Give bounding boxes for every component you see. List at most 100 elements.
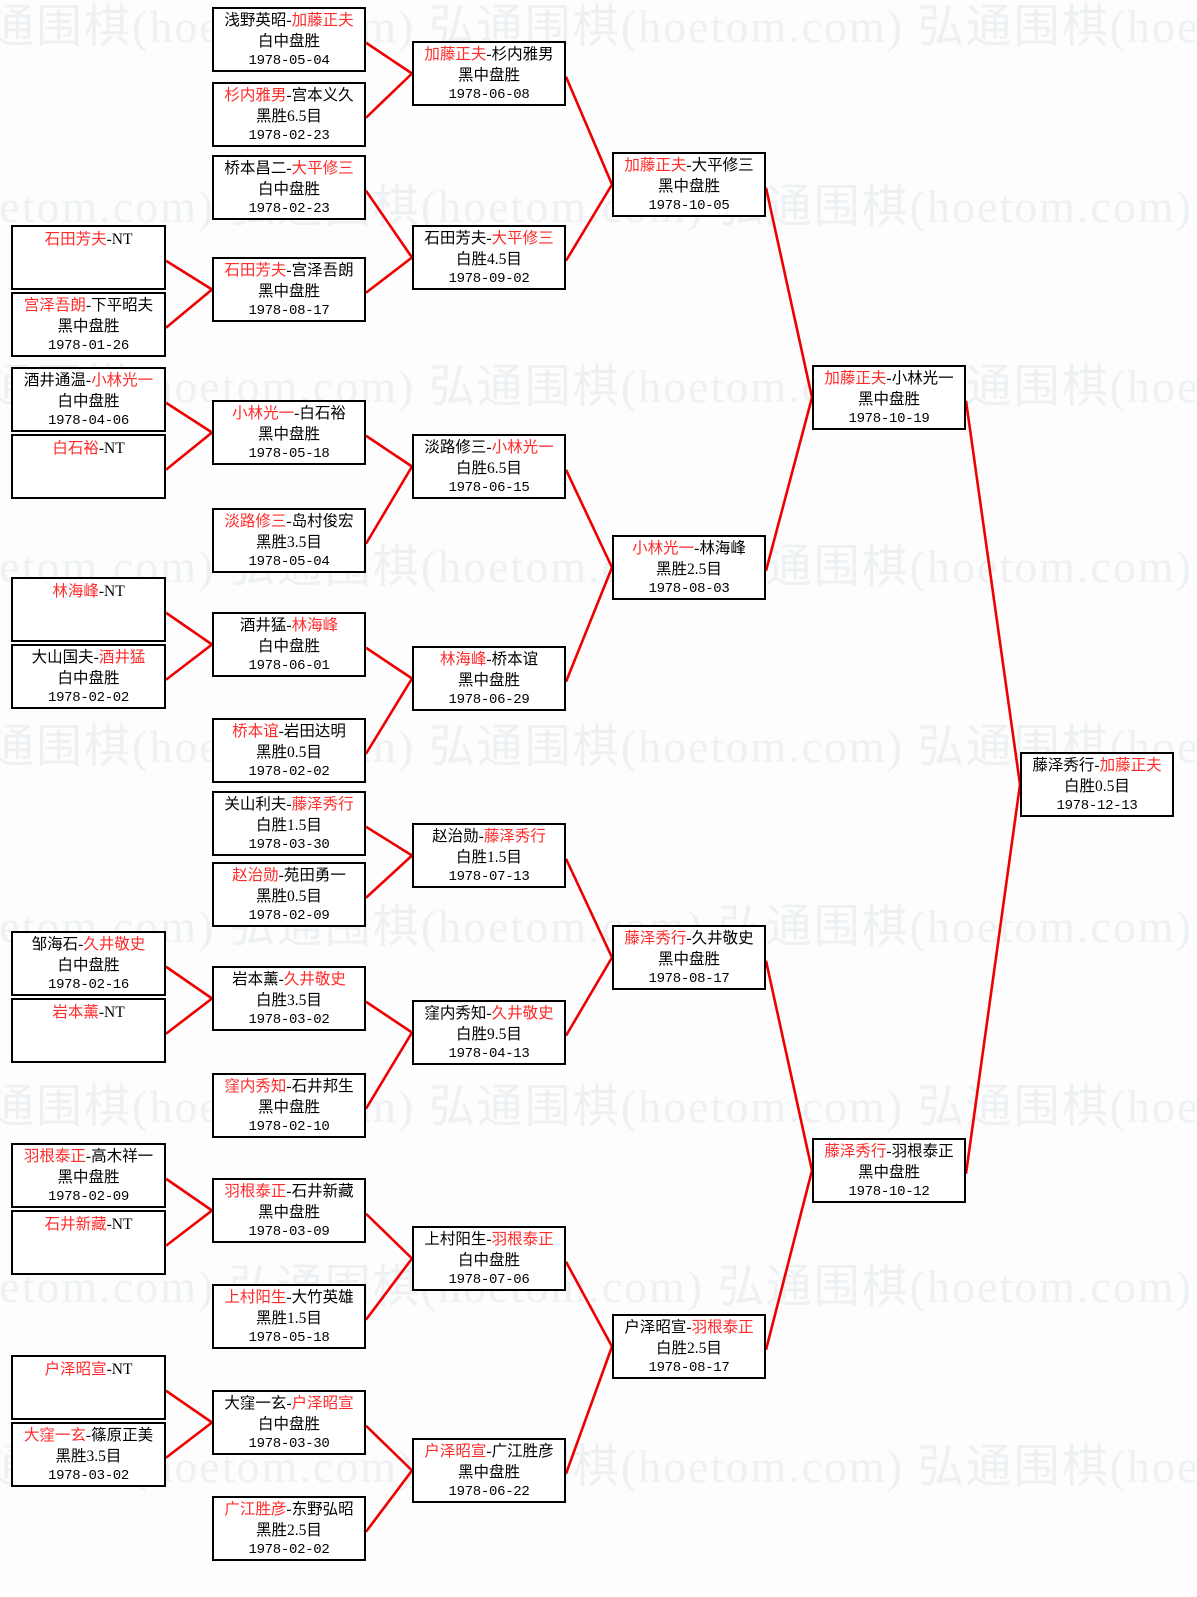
match-box[interactable]: 羽根泰正-高木祥一 黑中盘胜 1978-02-09 bbox=[11, 1143, 166, 1208]
match-box[interactable]: 杉内雅男-宫本义久 黑胜6.5目 1978-02-23 bbox=[212, 82, 366, 147]
match-result: 黑中盘胜 bbox=[457, 671, 520, 689]
match-box[interactable]: 酒井通温-小林光一 白中盘胜 1978-04-06 bbox=[11, 367, 166, 432]
match-box[interactable]: 林海峰-桥本谊 黑中盘胜 1978-06-29 bbox=[412, 646, 566, 711]
player-two: 藤泽秀行 bbox=[483, 828, 546, 845]
match-box[interactable]: 加藤正夫-大平修三 黑中盘胜 1978-10-05 bbox=[612, 152, 766, 217]
player-separator: - bbox=[98, 1004, 104, 1021]
match-players: 羽根泰正-高木祥一 bbox=[13, 1147, 164, 1168]
match-box[interactable]: 藤泽秀行-羽根泰正 黑中盘胜 1978-10-12 bbox=[812, 1138, 966, 1203]
match-box[interactable]: 酒井猛-林海峰 白中盘胜 1978-06-01 bbox=[212, 612, 366, 677]
match-players: 淡路修三-小林光一 bbox=[414, 438, 564, 459]
match-players: 桥本谊-岩田达明 bbox=[214, 722, 364, 743]
match-box[interactable]: 赵治勋-藤泽秀行 白胜1.5目 1978-07-13 bbox=[412, 823, 566, 888]
match-players: 石田芳夫-宫泽吾朗 bbox=[214, 261, 364, 282]
match-box[interactable]: 赵治勋-苑田勇一 黑胜0.5目 1978-02-09 bbox=[212, 862, 366, 927]
match-box[interactable]: 户泽昭宣-广江胜彦 黑中盘胜 1978-06-22 bbox=[412, 1438, 566, 1503]
match-result: 白中盘胜 bbox=[57, 392, 120, 410]
player-two: 石井新藏 bbox=[291, 1183, 354, 1200]
player-separator: - bbox=[486, 46, 492, 63]
match-box[interactable]: 上村阳生-羽根泰正 白中盘胜 1978-07-06 bbox=[412, 1226, 566, 1291]
player-separator: - bbox=[486, 439, 492, 456]
match-box[interactable]: 大窪一玄-户泽昭宣 白中盘胜 1978-03-30 bbox=[212, 1390, 366, 1455]
match-box[interactable]: 石田芳夫-宫泽吾朗 黑中盘胜 1978-08-17 bbox=[212, 257, 366, 322]
match-date: 1978-01-26 bbox=[47, 338, 129, 355]
player-two: NT bbox=[104, 440, 125, 457]
match-players: 林海峰-NT bbox=[13, 581, 164, 603]
player-separator: - bbox=[286, 1183, 292, 1200]
connector-line bbox=[165, 1209, 213, 1247]
connector-line bbox=[564, 76, 614, 186]
match-box[interactable]: 羽根泰正-石井新藏 黑中盘胜 1978-03-09 bbox=[212, 1178, 366, 1243]
match-result: 黑胜6.5目 bbox=[256, 107, 322, 125]
match-box[interactable]: 大窪一玄-篠原正美 黑胜3.5目 1978-03-02 bbox=[11, 1422, 166, 1487]
player-two: 杉内雅男 bbox=[491, 46, 554, 63]
match-box[interactable]: 小林光一-白石裕 黑中盘胜 1978-05-18 bbox=[212, 400, 366, 465]
match-players: 酒井通温-小林光一 bbox=[13, 371, 164, 392]
match-players: 加藤正夫-小林光一 bbox=[814, 369, 964, 390]
player-two: 东野弘昭 bbox=[291, 1501, 354, 1518]
match-box[interactable]: 藤泽秀行-久井敬史 黑中盘胜 1978-08-17 bbox=[612, 925, 766, 990]
match-box[interactable]: 石井新藏-NT bbox=[11, 1210, 166, 1275]
match-box[interactable]: 大山国夫-酒井猛 白中盘胜 1978-02-02 bbox=[11, 644, 166, 709]
match-date: 1978-09-02 bbox=[448, 271, 530, 288]
match-result: 白胜6.5目 bbox=[456, 459, 522, 477]
player-one: 浅野英昭 bbox=[224, 12, 287, 29]
player-two: NT bbox=[111, 1361, 133, 1378]
match-box[interactable]: 浅野英昭-加藤正夫 白中盘胜 1978-05-04 bbox=[212, 7, 366, 72]
match-box[interactable]: 小林光一-林海峰 黑胜2.5目 1978-08-03 bbox=[612, 535, 766, 600]
player-two: 林海峰 bbox=[291, 617, 339, 634]
match-box[interactable]: 关山利夫-藤泽秀行 白胜1.5目 1978-03-30 bbox=[212, 791, 366, 856]
match-result: 白中盘胜 bbox=[257, 1415, 320, 1433]
player-two: 酒井猛 bbox=[98, 649, 146, 666]
player-two: NT bbox=[111, 231, 133, 248]
match-box[interactable]: 岩本薰-NT bbox=[11, 998, 166, 1063]
match-box[interactable]: 淡路修三-小林光一 白胜6.5目 1978-06-15 bbox=[412, 434, 566, 499]
player-two: 加藤正夫 bbox=[1099, 757, 1162, 774]
connector-line bbox=[365, 434, 413, 468]
connector-line bbox=[964, 784, 1022, 1174]
match-box[interactable]: 宫泽吾朗-下平昭夫 黑中盘胜 1978-01-26 bbox=[11, 292, 166, 357]
match-box[interactable]: 上村阳生-大竹英雄 黑胜1.5目 1978-05-18 bbox=[212, 1284, 366, 1349]
connector-line bbox=[165, 1389, 213, 1424]
connector-line bbox=[564, 567, 614, 683]
match-players: 赵治勋-藤泽秀行 bbox=[414, 827, 564, 848]
player-two: 羽根泰正 bbox=[691, 1319, 754, 1336]
connector-line bbox=[365, 1424, 413, 1472]
match-date: 1978-08-17 bbox=[648, 1360, 730, 1377]
player-one: 藤泽秀行 bbox=[624, 930, 687, 947]
match-box[interactable]: 石田芳夫-大平修三 白胜4.5目 1978-09-02 bbox=[412, 225, 566, 290]
match-date: 1978-10-05 bbox=[648, 198, 730, 215]
match-box[interactable]: 桥本谊-岩田达明 黑胜0.5目 1978-02-02 bbox=[212, 718, 366, 783]
match-box[interactable]: 石田芳夫-NT bbox=[11, 225, 166, 290]
match-date: 1978-02-16 bbox=[47, 977, 129, 994]
match-box[interactable]: 广江胜彦-东野弘昭 黑胜2.5目 1978-02-02 bbox=[212, 1496, 366, 1561]
match-box[interactable]: 加藤正夫-杉内雅男 黑中盘胜 1978-06-08 bbox=[412, 41, 566, 106]
match-box[interactable]: 户泽昭宣-羽根泰正 白胜2.5目 1978-08-17 bbox=[612, 1314, 766, 1379]
match-box[interactable]: 加藤正夫-小林光一 黑中盘胜 1978-10-19 bbox=[812, 365, 966, 430]
connector-line bbox=[764, 960, 814, 1171]
match-box[interactable]: 窪内秀知-石井邦生 黑中盘胜 1978-02-10 bbox=[212, 1073, 366, 1138]
match-box[interactable]: 窪内秀知-久井敬史 白胜9.5目 1978-04-13 bbox=[412, 1000, 566, 1065]
match-box[interactable]: 岩本薰-久井敬史 白胜3.5目 1978-03-02 bbox=[212, 966, 366, 1031]
match-date: 1978-06-29 bbox=[448, 692, 530, 709]
match-box[interactable]: 淡路修三-岛村俊宏 黑胜3.5目 1978-05-04 bbox=[212, 508, 366, 573]
match-box[interactable]: 白石裕-NT bbox=[11, 434, 166, 499]
player-two: 小林光一 bbox=[91, 372, 154, 389]
player-two: 篠原正美 bbox=[91, 1427, 154, 1444]
connector-line bbox=[764, 1170, 814, 1351]
player-separator: - bbox=[686, 157, 692, 174]
match-box[interactable]: 桥本昌二-大平修三 白中盘胜 1978-02-23 bbox=[212, 155, 366, 220]
match-box[interactable]: 林海峰-NT bbox=[11, 577, 166, 642]
match-box[interactable]: 户泽昭宣-NT bbox=[11, 1355, 166, 1420]
player-separator: - bbox=[286, 87, 292, 104]
player-separator: - bbox=[486, 651, 492, 668]
match-result: 白胜3.5目 bbox=[256, 991, 322, 1009]
match-box[interactable]: 邹海石-久井敬史 白中盘胜 1978-02-16 bbox=[11, 931, 166, 996]
match-date: 1978-06-08 bbox=[448, 87, 530, 104]
player-one: 广江胜彦 bbox=[224, 1501, 287, 1518]
match-box[interactable]: 藤泽秀行-加藤正夫 白胜0.5目 1978-12-13 bbox=[1020, 752, 1174, 817]
connector-line bbox=[564, 956, 614, 1037]
player-two: 石井邦生 bbox=[291, 1078, 354, 1095]
player-separator: - bbox=[486, 230, 492, 247]
player-one: 淡路修三 bbox=[224, 513, 287, 530]
